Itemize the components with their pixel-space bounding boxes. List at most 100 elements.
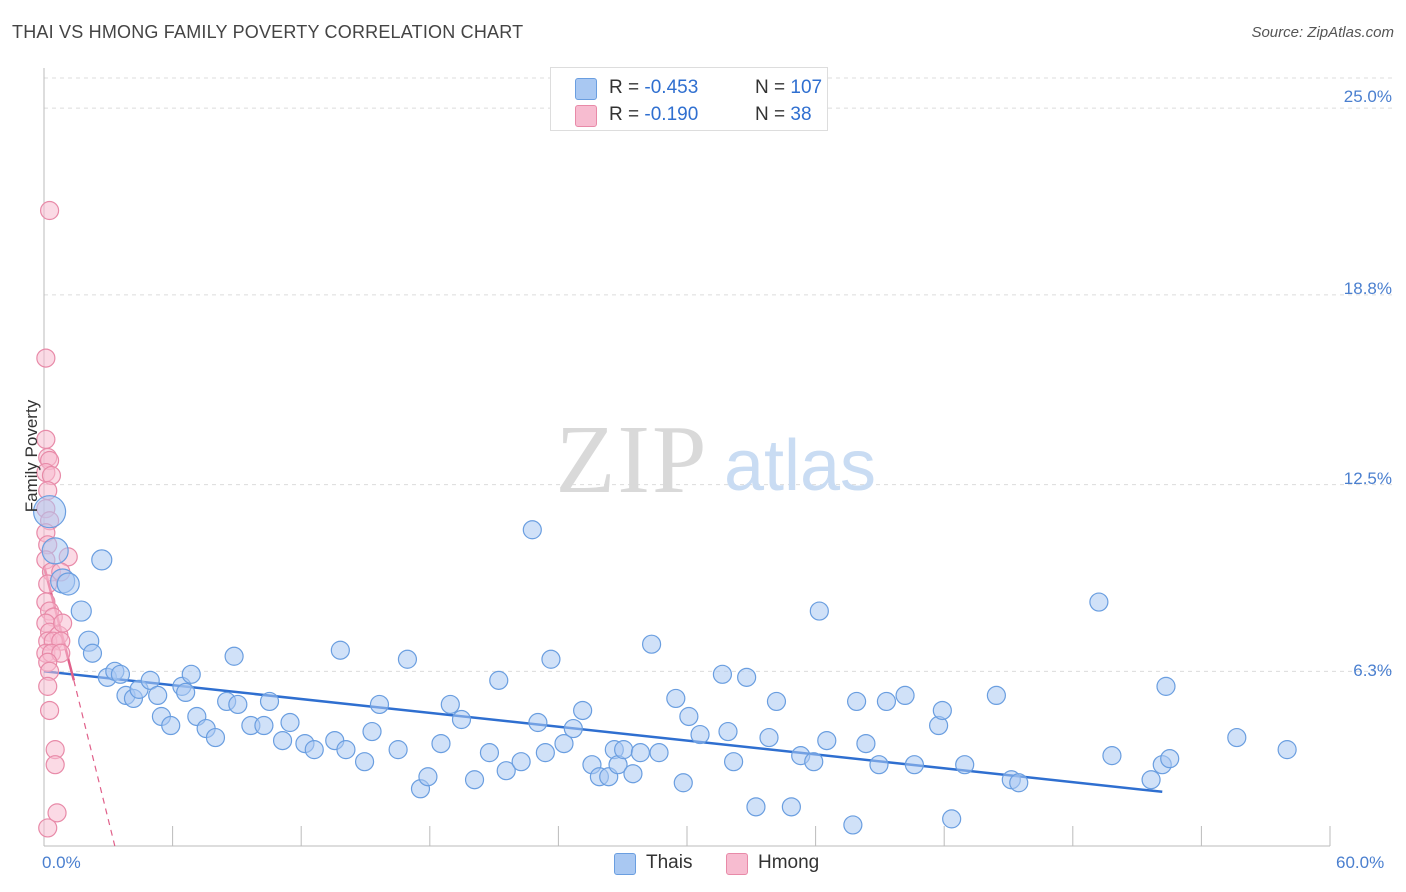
point-thais — [489, 670, 509, 690]
point-hmong — [53, 613, 73, 633]
point-thais — [869, 755, 889, 775]
point-thais — [418, 767, 438, 787]
point-thais — [986, 685, 1006, 706]
point-thais — [1227, 727, 1247, 748]
legend-swatch-thais — [575, 78, 597, 100]
legend-r-value: -0.190 — [644, 104, 699, 125]
point-thais — [817, 730, 837, 751]
point-thais — [431, 733, 451, 754]
point-thais — [737, 667, 757, 687]
point-hmong — [45, 755, 65, 775]
point-thais — [563, 718, 583, 739]
point-thais — [673, 773, 693, 793]
point-thais — [679, 706, 699, 727]
bottom-legend-swatch-hmong — [726, 853, 748, 875]
point-hmong — [38, 676, 58, 696]
point-thais — [228, 694, 248, 715]
point-thais — [110, 664, 131, 684]
point-thais — [856, 733, 876, 754]
point-thais — [397, 649, 418, 669]
watermark-atlas: atlas — [724, 426, 876, 506]
point-hmong — [47, 803, 67, 823]
point-thais — [932, 700, 952, 721]
bottom-legend-label-thais: Thais — [646, 852, 693, 873]
point-thais — [641, 634, 662, 654]
point-hmong — [39, 700, 60, 721]
trend-lines — [42, 565, 1163, 847]
point-hmong — [38, 818, 58, 838]
point-thais — [876, 691, 897, 712]
point-thais — [573, 700, 593, 721]
point-thais — [522, 520, 542, 540]
point-thais — [280, 712, 300, 733]
point-thais — [1156, 676, 1176, 696]
point-hmong — [51, 643, 71, 663]
point-thais — [718, 721, 738, 742]
point-thais — [666, 688, 686, 709]
y-axis-title: Family Poverty — [22, 399, 41, 513]
x-axis-min-label: 0.0% — [42, 853, 81, 872]
point-thais — [528, 712, 548, 733]
point-thais — [723, 752, 744, 772]
point-thais — [304, 740, 324, 760]
data-points — [32, 200, 1297, 838]
chart-source: Source: ZipAtlas.com — [1251, 24, 1394, 41]
point-thais — [451, 709, 472, 730]
legend-r-label: R = — [609, 104, 640, 125]
point-thais — [904, 755, 924, 775]
legend-r-label: R = — [609, 77, 640, 98]
y-tick-label: 18.8% — [1343, 279, 1392, 298]
point-thais — [809, 601, 829, 621]
point-thais — [1277, 740, 1297, 760]
y-tick-label: 6.3% — [1353, 661, 1392, 680]
point-thais — [630, 743, 651, 763]
x-axis-max-label: 60.0% — [1336, 853, 1385, 872]
point-thais — [259, 691, 280, 712]
point-thais — [942, 809, 962, 829]
point-thais — [369, 694, 390, 715]
legend-n-label: N = — [755, 77, 786, 98]
point-thais — [254, 715, 274, 736]
point-thais — [41, 537, 69, 565]
watermark: ZIP atlas — [556, 406, 877, 514]
legend-n-label: N = — [755, 104, 786, 125]
bottom-legend-swatch-thais — [614, 853, 636, 875]
point-thais — [56, 572, 80, 596]
point-thais — [541, 649, 561, 669]
point-thais — [746, 797, 766, 817]
point-thais — [955, 755, 975, 775]
point-thais — [843, 815, 863, 835]
point-thais — [181, 664, 201, 684]
point-thais — [91, 549, 113, 571]
point-thais — [205, 727, 226, 748]
point-thais — [70, 600, 92, 622]
legend-r-value: -0.453 — [644, 77, 699, 98]
point-thais — [140, 670, 160, 690]
bottom-legend-label-hmong: Hmong — [758, 852, 820, 873]
point-thais — [895, 685, 915, 706]
point-thais — [330, 640, 350, 660]
trend-line-hmong-extension — [73, 680, 116, 847]
point-thais — [623, 764, 643, 784]
y-tick-label: 12.5% — [1343, 469, 1392, 488]
point-thais — [690, 724, 710, 745]
point-hmong — [39, 200, 60, 221]
point-thais — [464, 770, 485, 790]
point-thais — [511, 752, 531, 772]
point-thais — [554, 733, 574, 754]
point-thais — [32, 495, 67, 529]
point-thais — [336, 740, 356, 760]
point-thais — [362, 721, 382, 742]
point-thais — [148, 685, 168, 706]
point-thais — [479, 743, 500, 763]
point-thais — [161, 715, 181, 736]
point-thais — [82, 643, 103, 663]
point-thais — [272, 730, 293, 751]
point-thais — [354, 752, 375, 772]
point-thais — [1141, 770, 1161, 790]
point-thais — [496, 761, 516, 781]
point-hmong — [36, 348, 56, 368]
point-thais — [1102, 746, 1122, 766]
point-thais — [649, 743, 669, 763]
